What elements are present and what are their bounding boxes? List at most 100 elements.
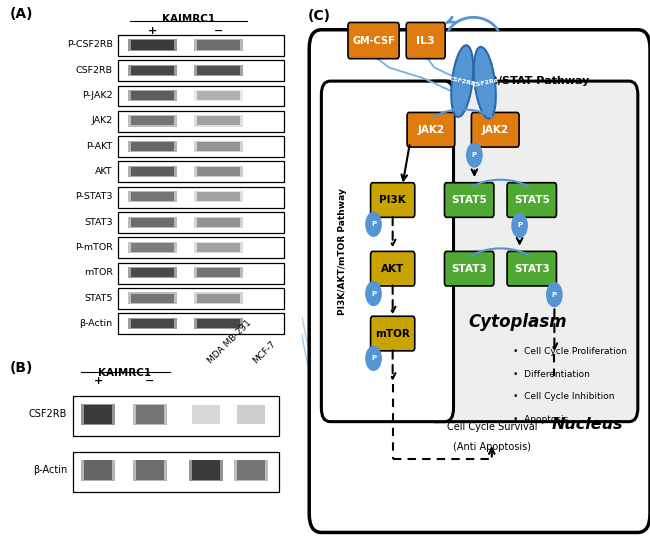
Circle shape bbox=[366, 212, 381, 236]
FancyBboxPatch shape bbox=[128, 242, 177, 253]
FancyBboxPatch shape bbox=[131, 268, 174, 277]
FancyBboxPatch shape bbox=[73, 396, 279, 436]
FancyBboxPatch shape bbox=[197, 167, 240, 176]
FancyBboxPatch shape bbox=[188, 460, 222, 480]
Text: (C): (C) bbox=[307, 9, 330, 23]
FancyBboxPatch shape bbox=[131, 116, 174, 126]
FancyBboxPatch shape bbox=[118, 60, 284, 81]
FancyBboxPatch shape bbox=[73, 452, 279, 492]
Text: JAK2/STAT Pathway: JAK2/STAT Pathway bbox=[470, 76, 590, 86]
Text: P-JAK2: P-JAK2 bbox=[82, 91, 112, 100]
Text: CSF2RB: CSF2RB bbox=[29, 410, 67, 419]
Text: (A): (A) bbox=[10, 7, 33, 21]
Text: P: P bbox=[371, 221, 376, 227]
Text: +: + bbox=[148, 26, 157, 35]
FancyBboxPatch shape bbox=[118, 263, 284, 283]
Text: (Anti Apoptosis): (Anti Apoptosis) bbox=[453, 442, 531, 452]
FancyBboxPatch shape bbox=[445, 251, 494, 286]
FancyBboxPatch shape bbox=[194, 115, 243, 127]
FancyBboxPatch shape bbox=[131, 91, 174, 100]
Text: P-STAT3: P-STAT3 bbox=[75, 192, 112, 201]
FancyBboxPatch shape bbox=[131, 40, 174, 50]
Text: •  Cell Cycle Proliferation: • Cell Cycle Proliferation bbox=[513, 347, 627, 356]
FancyBboxPatch shape bbox=[133, 404, 167, 425]
FancyBboxPatch shape bbox=[128, 267, 177, 278]
Text: +: + bbox=[94, 376, 103, 385]
FancyBboxPatch shape bbox=[197, 217, 240, 227]
Circle shape bbox=[366, 282, 381, 305]
FancyBboxPatch shape bbox=[197, 40, 240, 50]
FancyBboxPatch shape bbox=[128, 293, 177, 304]
Text: STAT3: STAT3 bbox=[514, 264, 550, 274]
FancyBboxPatch shape bbox=[370, 251, 415, 286]
FancyBboxPatch shape bbox=[235, 460, 268, 480]
FancyBboxPatch shape bbox=[370, 183, 415, 217]
FancyBboxPatch shape bbox=[348, 22, 399, 58]
FancyBboxPatch shape bbox=[118, 136, 284, 157]
Text: KAIMRC1: KAIMRC1 bbox=[98, 367, 151, 378]
Text: mTOR: mTOR bbox=[375, 329, 410, 339]
FancyBboxPatch shape bbox=[128, 141, 177, 152]
FancyBboxPatch shape bbox=[118, 111, 284, 132]
Text: STAT3: STAT3 bbox=[451, 264, 487, 274]
FancyBboxPatch shape bbox=[445, 183, 494, 217]
FancyBboxPatch shape bbox=[133, 460, 167, 480]
Ellipse shape bbox=[451, 45, 473, 117]
FancyBboxPatch shape bbox=[131, 167, 174, 176]
FancyBboxPatch shape bbox=[197, 192, 240, 201]
FancyBboxPatch shape bbox=[194, 39, 243, 51]
FancyBboxPatch shape bbox=[237, 460, 265, 480]
FancyBboxPatch shape bbox=[188, 404, 222, 425]
FancyBboxPatch shape bbox=[128, 64, 177, 76]
Text: STAT3: STAT3 bbox=[84, 218, 112, 227]
Text: GM-CSF: GM-CSF bbox=[352, 35, 395, 45]
Text: STAT5: STAT5 bbox=[84, 294, 112, 302]
FancyBboxPatch shape bbox=[197, 319, 240, 328]
FancyBboxPatch shape bbox=[131, 217, 174, 227]
FancyBboxPatch shape bbox=[131, 66, 174, 75]
Text: −: − bbox=[214, 26, 223, 35]
FancyBboxPatch shape bbox=[118, 162, 284, 182]
Text: •  Cell Cycle Inhibition: • Cell Cycle Inhibition bbox=[513, 392, 614, 401]
FancyBboxPatch shape bbox=[128, 90, 177, 101]
FancyBboxPatch shape bbox=[194, 242, 243, 253]
FancyBboxPatch shape bbox=[194, 191, 243, 203]
Text: −: − bbox=[145, 376, 155, 385]
FancyBboxPatch shape bbox=[81, 460, 115, 480]
FancyBboxPatch shape bbox=[471, 112, 519, 147]
FancyBboxPatch shape bbox=[136, 405, 164, 424]
FancyBboxPatch shape bbox=[128, 318, 177, 329]
FancyBboxPatch shape bbox=[131, 243, 174, 252]
Text: P-AKT: P-AKT bbox=[86, 142, 112, 151]
FancyBboxPatch shape bbox=[406, 22, 445, 58]
FancyBboxPatch shape bbox=[118, 212, 284, 233]
FancyBboxPatch shape bbox=[507, 251, 556, 286]
FancyBboxPatch shape bbox=[194, 318, 243, 329]
FancyBboxPatch shape bbox=[197, 91, 240, 100]
FancyBboxPatch shape bbox=[84, 405, 112, 424]
FancyBboxPatch shape bbox=[197, 243, 240, 252]
Circle shape bbox=[467, 143, 482, 167]
Text: Cytoplasm: Cytoplasm bbox=[469, 313, 567, 331]
FancyBboxPatch shape bbox=[128, 191, 177, 203]
Text: STAT5: STAT5 bbox=[514, 195, 550, 205]
Circle shape bbox=[547, 283, 562, 306]
FancyBboxPatch shape bbox=[128, 166, 177, 177]
FancyBboxPatch shape bbox=[84, 460, 112, 480]
Text: P: P bbox=[552, 292, 557, 298]
FancyBboxPatch shape bbox=[194, 217, 243, 228]
Text: PI3K: PI3K bbox=[380, 195, 406, 205]
FancyBboxPatch shape bbox=[131, 319, 174, 328]
Text: AKT: AKT bbox=[95, 167, 112, 176]
FancyBboxPatch shape bbox=[194, 166, 243, 177]
Ellipse shape bbox=[474, 47, 496, 118]
Text: MDA MB-231: MDA MB-231 bbox=[205, 318, 253, 366]
Text: PI3K/AKT/mTOR Pathway: PI3K/AKT/mTOR Pathway bbox=[338, 188, 346, 315]
Text: P: P bbox=[371, 355, 376, 361]
Text: Cell Cycle Survival: Cell Cycle Survival bbox=[447, 422, 537, 432]
FancyBboxPatch shape bbox=[128, 217, 177, 228]
Text: JAK2: JAK2 bbox=[417, 124, 445, 135]
Text: JAK2: JAK2 bbox=[482, 124, 509, 135]
FancyBboxPatch shape bbox=[131, 192, 174, 201]
FancyBboxPatch shape bbox=[118, 187, 284, 207]
